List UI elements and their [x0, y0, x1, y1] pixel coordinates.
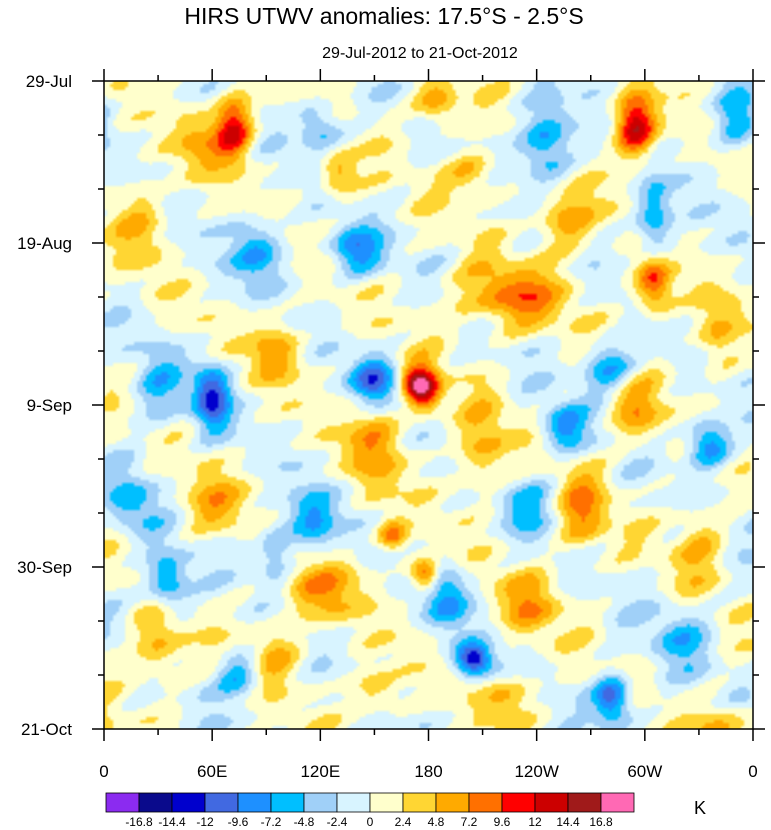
- x-tick-label: 0: [99, 762, 108, 781]
- colorbar-swatch: [105, 792, 140, 813]
- x-tick-label: 60E: [197, 762, 227, 781]
- y-tick-label: 9-Sep: [27, 396, 72, 415]
- colorbar-swatch: [567, 792, 602, 813]
- colorbar-swatch: [171, 792, 206, 813]
- colorbar: -16.8 -14.4 -12 -9.6 -7.2 -4.8 -2.4 0 2.4 4.8 7.2 9…: [105, 792, 635, 829]
- y-tick-label: 30-Sep: [17, 558, 72, 577]
- colorbar-label: -14.4: [158, 815, 186, 829]
- units-label: K: [694, 798, 706, 818]
- colorbar-label: -4.8: [294, 815, 315, 829]
- colorbar-swatch: [336, 792, 371, 813]
- colorbar-swatch: [303, 792, 338, 813]
- colorbar-swatch: [138, 792, 173, 813]
- x-tick-label: 120W: [514, 762, 558, 781]
- colorbar-swatch: [600, 792, 635, 813]
- x-axis: 0 60E 120E 180 120W 60W 0: [99, 69, 758, 781]
- colorbar-label: 14.4: [556, 815, 580, 829]
- colorbar-label: -12: [196, 815, 214, 829]
- x-tick-label: 60W: [627, 762, 662, 781]
- chart-title: HIRS UTWV anomalies: 17.5°S - 2.5°S: [184, 3, 583, 29]
- colorbar-label: 7.2: [461, 815, 478, 829]
- colorbar-swatch: [435, 792, 470, 813]
- colorbar-label: -16.8: [125, 815, 153, 829]
- colorbar-swatch: [468, 792, 503, 813]
- colorbar-label: 4.8: [428, 815, 445, 829]
- colorbar-swatch: [534, 792, 569, 813]
- colorbar-label: -9.6: [228, 815, 249, 829]
- colorbar-label: -7.2: [261, 815, 282, 829]
- colorbar-label: 0: [367, 815, 374, 829]
- colorbar-label: 12: [528, 815, 542, 829]
- colorbar-swatch: [402, 792, 437, 813]
- colorbar-label: -2.4: [327, 815, 348, 829]
- colorbar-swatch: [270, 792, 305, 813]
- x-tick-label: 180: [414, 762, 442, 781]
- colorbar-swatch: [204, 792, 239, 813]
- x-tick-label: 120E: [300, 762, 340, 781]
- anomaly-field: [104, 81, 753, 729]
- x-tick-label: 0: [748, 762, 757, 781]
- colorbar-swatch: [501, 792, 536, 813]
- chart-subtitle: 29-Jul-2012 to 21-Oct-2012: [322, 45, 518, 62]
- y-axis: 29-Jul 19-Aug 9-Sep 30-Sep 21-Oct: [17, 72, 765, 739]
- colorbar-label: 16.8: [589, 815, 613, 829]
- colorbar-label: 9.6: [494, 815, 511, 829]
- plot-area: [103, 80, 754, 730]
- colorbar-label: 2.4: [395, 815, 412, 829]
- y-tick-label: 21-Oct: [21, 720, 72, 739]
- colorbar-swatch: [237, 792, 272, 813]
- y-tick-label: 19-Aug: [17, 234, 72, 253]
- colorbar-swatch: [369, 792, 404, 813]
- y-tick-label: 29-Jul: [26, 72, 72, 91]
